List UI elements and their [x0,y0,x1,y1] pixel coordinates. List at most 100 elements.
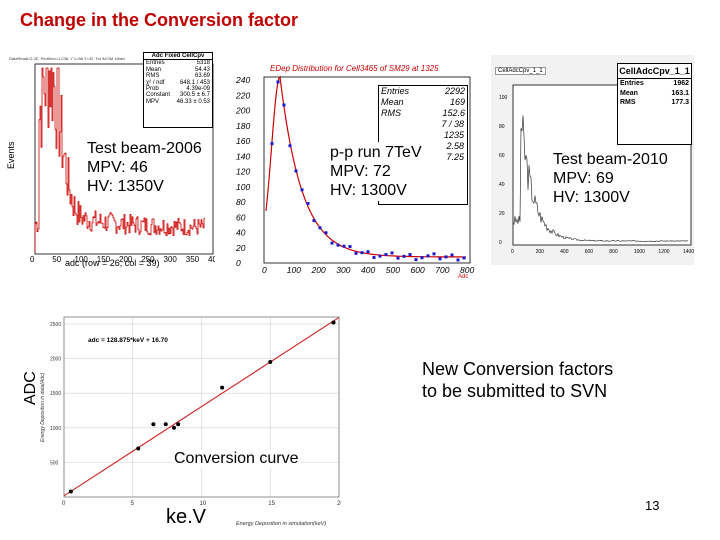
histogram-left: 0 50 100 150 200 250 300 350 400 Events adc (row… [6,63,215,268]
data-point [378,254,382,258]
y-tick-label: 240 [235,75,250,85]
fit-curve [265,75,466,258]
x-tick-label: 400 [208,255,215,264]
stat-name: Constant [146,92,171,99]
y-tick-label: 80 [236,197,246,207]
x-unit: Adc [458,274,468,280]
y-tick-label: 80 [499,124,505,130]
stats-mid-row: Mean 169 [379,97,467,108]
y-tick-label: 180 [236,121,250,131]
data-point [360,251,364,255]
data-point [282,103,286,107]
x-tick-label: 0 [262,265,267,275]
data-point [136,446,141,451]
data-point [450,253,454,257]
stat-value: 2.58 [446,141,464,151]
x-tick-label: 200 [119,255,133,264]
x-tick-label: 800 [460,265,474,275]
y-tick-label: 40 [236,228,246,238]
annotation-line-2: MPV: 46 [87,159,148,176]
data-point [342,244,346,248]
stat-value: 177.3 [671,99,689,106]
y-tick-label: 0 [499,240,502,246]
data-point [444,255,448,259]
annotation-line-3: HV: 1300V [553,189,630,206]
stats-box-right: CellAdcCpv_1_1 Entries 1962 Mean 163.1 RMS 17… [617,63,692,145]
x-tick-label: 150 [97,255,111,264]
y-tick-label: 1000 [50,426,61,432]
data-point [396,256,400,260]
data-point [306,202,310,206]
data-point [426,254,430,258]
data-point [348,245,352,249]
frame [34,63,214,255]
y-tick-label: 1500 [50,391,61,397]
y-axis-label: Events [6,141,16,169]
y-tick-label: 120 [236,167,250,177]
stats-left-row: MPV 46.33 ± 0.53 [144,99,212,105]
annotation-line-1: Test beam-2010 [553,151,668,168]
stats-left-row: RMS 63.69 [144,73,212,79]
y-tick-label: 0 [236,258,241,268]
stat-name: Mean [620,89,638,97]
frame [263,76,471,264]
annotation-line-2: MPV: 72 [330,163,391,180]
data-point [390,251,394,255]
stat-value: 648.1 / 453 [179,79,210,86]
stat-value: 152.6 [442,108,465,118]
x-tick-label: 5 [131,501,135,507]
x-tick-label: 1200 [658,249,669,255]
stat-value: 7.25 [446,152,464,162]
x-tick-label: 50 [52,255,61,264]
annotation-line-3: HV: 1300V [330,182,407,199]
x-tick-label: 0 [30,255,35,264]
annotation-test-beam-2010: Test beam-2010 MPV: 69 HV: 1300V [551,149,670,208]
kev-label: ke.V [166,506,207,528]
stat-value: 163.1 [671,89,689,97]
x-tick-label: 300 [336,265,350,275]
y-tick-label: 100 [499,95,508,101]
data-point [354,251,358,255]
data-point [268,360,273,364]
stats-mid-row: Entries 2292 [379,86,467,97]
x-tick-label: 1400 [683,249,694,255]
x-tick-label: 100 [287,265,301,275]
y-tick-label: 220 [235,90,250,100]
y-tick-label: 60 [499,153,505,159]
x-tick-label: 250 [141,255,155,264]
stat-name: Mean [146,66,162,73]
y-tick-label: 60 [236,212,246,222]
annotation-line-1: Test beam-2006 [87,140,202,157]
note-line-2: to be submitted to SVN [422,381,608,401]
stat-value: 7 / 38 [441,119,464,129]
annotation-line-3: HV: 1350V [87,178,164,195]
annotation-line-2: MPV: 69 [553,170,614,187]
note-line-1: New Conversion factors [422,359,614,379]
stats-left-row: Constant 300.5 ± 6.7 [144,92,212,98]
stat-value: 169 [449,97,465,107]
stats-mid-row: RMS 152.6 [379,108,467,119]
stat-value: 1235 [443,130,464,140]
data-point [462,256,466,260]
stat-name: Entries [146,60,165,67]
data-point [408,253,412,257]
conversion-curve-label: Conversion curve [172,450,301,468]
data-point [366,250,370,254]
plot-test-beam-2006: DataReadLO.2E, Ped0run=1.238, Y 1=58 Y=3… [5,52,215,270]
x-tick-label: 700 [435,265,449,275]
y-tick-label: 200 [235,106,250,116]
data-point [336,243,340,247]
data-point [438,257,442,261]
y-tick-label: 2500 [50,322,61,328]
y-tick-label: 140 [236,151,250,161]
data-point [172,425,176,430]
fit-line [63,316,340,497]
data-point [331,320,336,325]
plot-test-beam-2010: CellAdcCpv_1_1 100 80 60 40 20 0 0 200 400 600 80… [491,55,694,265]
stat-value: 63.69 [194,73,210,80]
data-point [420,256,424,260]
edep-distribution: EDep Distribution for Cell3465 of SM29 a… [235,64,474,280]
stats-left-row: Prob 4.39e-09 [144,86,212,92]
x-tick-label: 400 [560,249,569,255]
stat-value: 300.5 ± 6.7 [180,92,210,99]
